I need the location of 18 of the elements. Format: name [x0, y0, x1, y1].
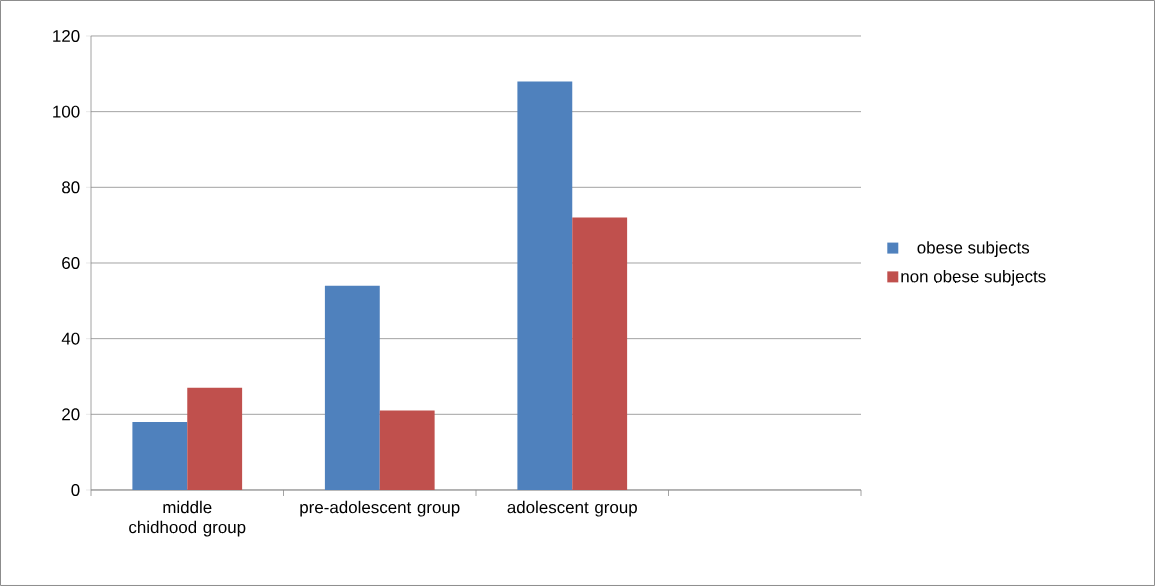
y-tick-label: 80 [62, 181, 80, 194]
x-tick-label: middle chidhood group [129, 500, 246, 537]
bar [572, 217, 628, 490]
bar [379, 410, 435, 490]
bar [517, 81, 573, 490]
y-tick-label: 40 [61, 332, 80, 345]
y-tick-label: 0 [71, 483, 80, 496]
x-tick-label: pre-adolescent group [300, 500, 460, 517]
y-tick-label: 20 [62, 408, 80, 421]
legend-label: obese subjects [917, 241, 1030, 257]
bar [132, 421, 188, 490]
bar [187, 387, 243, 490]
y-tick-label: 120 [53, 29, 80, 42]
x-tick-label: adolescent group [507, 500, 637, 517]
bar [324, 285, 380, 490]
y-tick-label: 60 [62, 256, 80, 269]
y-tick-label: 100 [53, 105, 80, 118]
legend-label: non obese subjects [901, 269, 1046, 286]
